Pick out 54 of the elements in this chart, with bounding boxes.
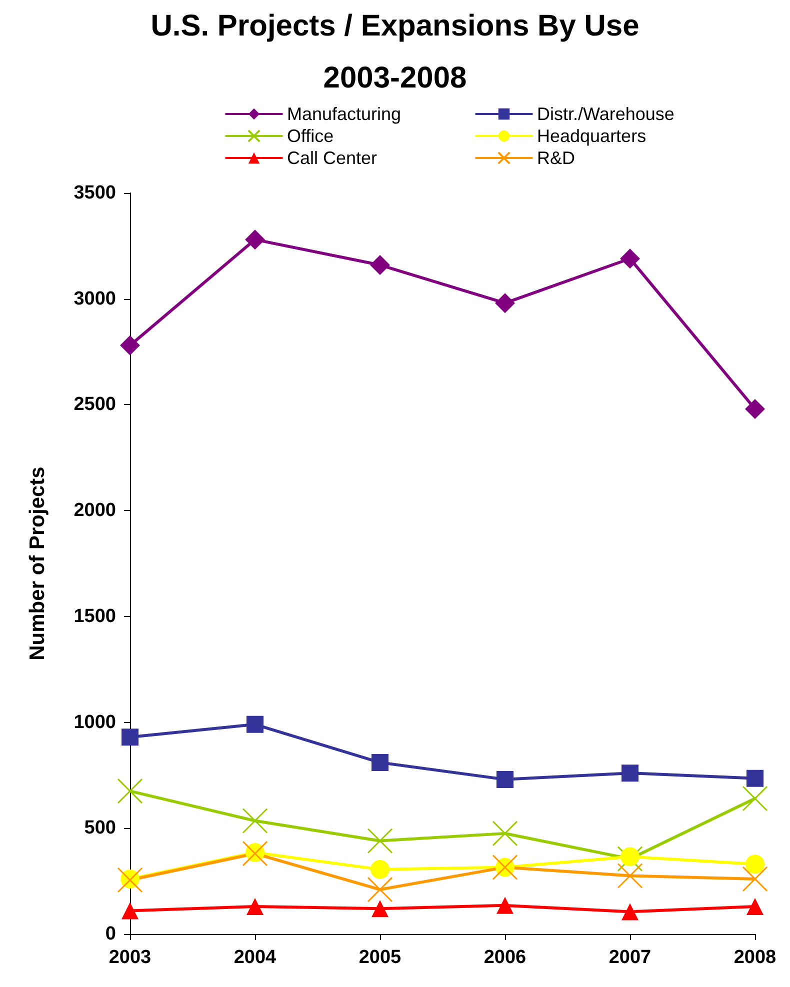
x-tick-label: 2004 (234, 947, 277, 968)
point (242, 808, 268, 834)
point (242, 840, 268, 866)
chart-subtitle: 2003-2008 (323, 62, 467, 94)
point (620, 847, 640, 866)
legend-label: Manufacturing (287, 104, 402, 124)
point (117, 867, 143, 893)
point (622, 764, 638, 782)
y-tick-label: 2000 (74, 500, 116, 522)
point (492, 820, 518, 846)
y-tick-label: 0 (105, 924, 116, 944)
y-tick-label: 1500 (74, 606, 116, 627)
point (495, 293, 515, 314)
point (496, 896, 514, 914)
point (617, 863, 643, 889)
y-tick-label: 2500 (74, 394, 116, 416)
legend-label: Headquarters (537, 126, 646, 146)
point (620, 248, 640, 269)
legend-label: Call Center (287, 148, 378, 168)
x-tick-label: 2005 (358, 947, 402, 968)
y-tick-label: 3500 (74, 182, 116, 204)
x-tick-label: 2008 (734, 947, 776, 968)
point (745, 398, 765, 419)
point (370, 860, 390, 879)
chart-title: U.S. Projects / Expansions By Use (150, 10, 640, 42)
point (746, 770, 764, 787)
legend-label: Office (287, 126, 334, 146)
point (742, 786, 768, 812)
y-tick-label: 3000 (74, 288, 116, 310)
point (246, 898, 264, 915)
legend-label: R&D (537, 148, 576, 168)
point (117, 778, 143, 804)
point (367, 828, 393, 854)
point (742, 866, 768, 892)
point (372, 754, 388, 772)
point (246, 716, 264, 733)
point (746, 854, 764, 874)
point (367, 876, 393, 902)
legend-label: Distr./Warehouse (537, 104, 674, 124)
point (120, 335, 140, 356)
point (245, 230, 265, 250)
point (496, 770, 514, 788)
x-tick-label: 2007 (608, 947, 652, 968)
point (122, 728, 138, 746)
x-tick-label: 2003 (108, 947, 152, 968)
point (370, 254, 390, 275)
point (122, 902, 138, 920)
x-tick-label: 2006 (484, 947, 526, 968)
point (746, 898, 764, 915)
point (372, 900, 388, 918)
y-axis-title: Number of Projects (26, 466, 49, 660)
y-tick-label: 1000 (74, 712, 116, 733)
point (622, 903, 638, 920)
y-tick-label: 500 (84, 818, 116, 839)
